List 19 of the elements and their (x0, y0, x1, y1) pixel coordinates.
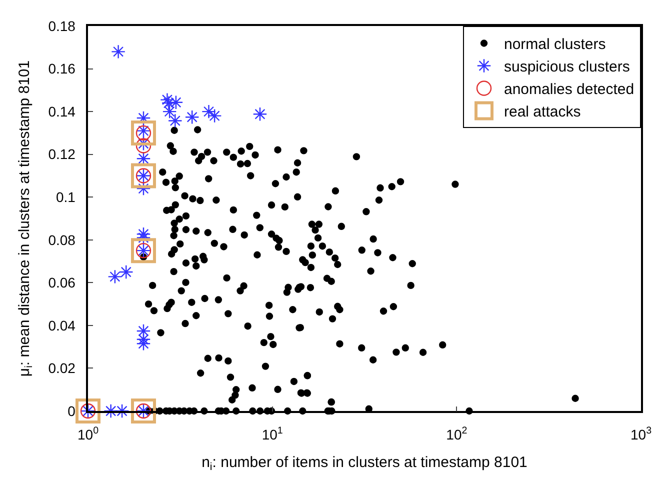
y-tick-label: 0.12 (48, 146, 76, 162)
y-tick-label: 0.08 (48, 232, 76, 248)
y-tick-label: 0.16 (48, 60, 76, 77)
y-tick-label: 0.06 (48, 274, 76, 291)
legend-label: real attacks (504, 104, 581, 121)
y-tick-label: 0.02 (48, 360, 76, 376)
y-tick-label: 0.14 (48, 103, 76, 120)
y-tick-label: 0 (68, 402, 76, 419)
y-tick-label: 0.18 (48, 18, 76, 34)
x-tick-label: 10$^{2}$ (446, 426, 468, 443)
y-tick-label: 0.04 (48, 317, 76, 334)
y-tick-label: 0.1 (56, 189, 76, 206)
x-tick-label: 10$^{3}$ (630, 426, 652, 443)
legend-label: normal clusters (504, 36, 606, 54)
x-tick-label: 10$^{0}$ (77, 426, 100, 443)
legend-label: suspicious clusters (504, 58, 630, 76)
legend-label: anomalies detected (504, 81, 634, 98)
x-tick-label: 10$^{1}$ (262, 426, 283, 443)
x-axis-title: n$_{i}$: number of items in clusters at timestamp 8101 (202, 454, 528, 474)
